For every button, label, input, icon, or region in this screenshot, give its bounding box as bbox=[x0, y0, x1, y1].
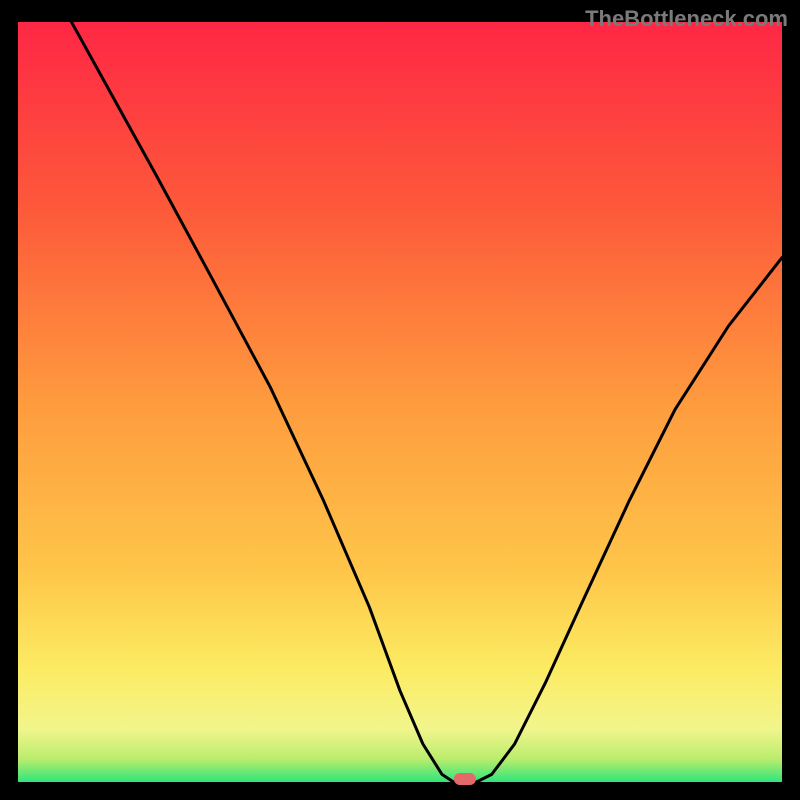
watermark-text: TheBottleneck.com bbox=[585, 6, 788, 32]
optimal-marker bbox=[454, 773, 476, 785]
bottleneck-chart: TheBottleneck.com bbox=[0, 0, 800, 800]
curve-overlay bbox=[0, 0, 800, 800]
bottleneck-curve bbox=[72, 22, 783, 782]
